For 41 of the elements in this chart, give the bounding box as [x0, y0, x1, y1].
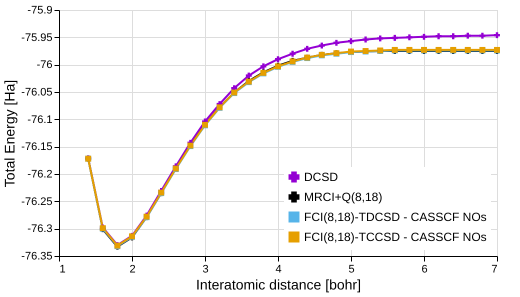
- y-axis-title: Total Energy [Ha]: [1, 80, 18, 188]
- y-tick-label: -76.05: [21, 86, 52, 98]
- x-axis-title: Interatomic distance [bohr]: [196, 276, 361, 292]
- point: [392, 34, 398, 41]
- point: [362, 36, 369, 42]
- x-tick-label: 7: [491, 264, 498, 276]
- legend-label: FCI(8,18)-TDCSD - CASSCF NOs: [304, 210, 487, 224]
- point: [464, 32, 471, 39]
- point: [421, 34, 427, 40]
- point: [479, 32, 486, 39]
- x-tick-label: 5: [348, 264, 355, 276]
- y-tick-label: -76.1: [27, 114, 52, 126]
- x-tick-label: 4: [275, 264, 282, 276]
- point: [377, 35, 384, 42]
- legend-label: DCSD: [304, 170, 338, 184]
- point: [333, 40, 340, 46]
- y-tick-label: -76.25: [21, 196, 52, 208]
- y-tick-label: -75.9: [27, 4, 52, 16]
- x-tick-label: 6: [421, 264, 428, 276]
- x-tick-label: 3: [202, 264, 209, 276]
- point: [450, 33, 456, 40]
- point: [290, 50, 296, 57]
- y-tick-label: -76.35: [21, 250, 52, 262]
- y-tick-label: -75.95: [21, 32, 52, 44]
- point: [304, 46, 310, 52]
- y-tick-label: -76: [36, 59, 52, 72]
- point: [436, 33, 442, 40]
- point: [275, 56, 281, 62]
- y-tick-label: -76.3: [27, 223, 52, 236]
- y-tick-label: -76.2: [27, 168, 52, 180]
- legend-label: FCI(8,18)-TCCSD - CASSCF NOs: [304, 230, 487, 244]
- point: [246, 72, 252, 79]
- x-tick-label: 1: [60, 264, 66, 276]
- x-tick-label: 2: [129, 264, 136, 276]
- point: [260, 63, 266, 70]
- legend-label: MRCI+Q(8,18): [304, 190, 382, 204]
- point: [348, 38, 354, 44]
- point: [494, 32, 500, 38]
- y-tick-label: -76.15: [21, 141, 52, 154]
- point: [406, 34, 412, 40]
- point: [318, 42, 325, 48]
